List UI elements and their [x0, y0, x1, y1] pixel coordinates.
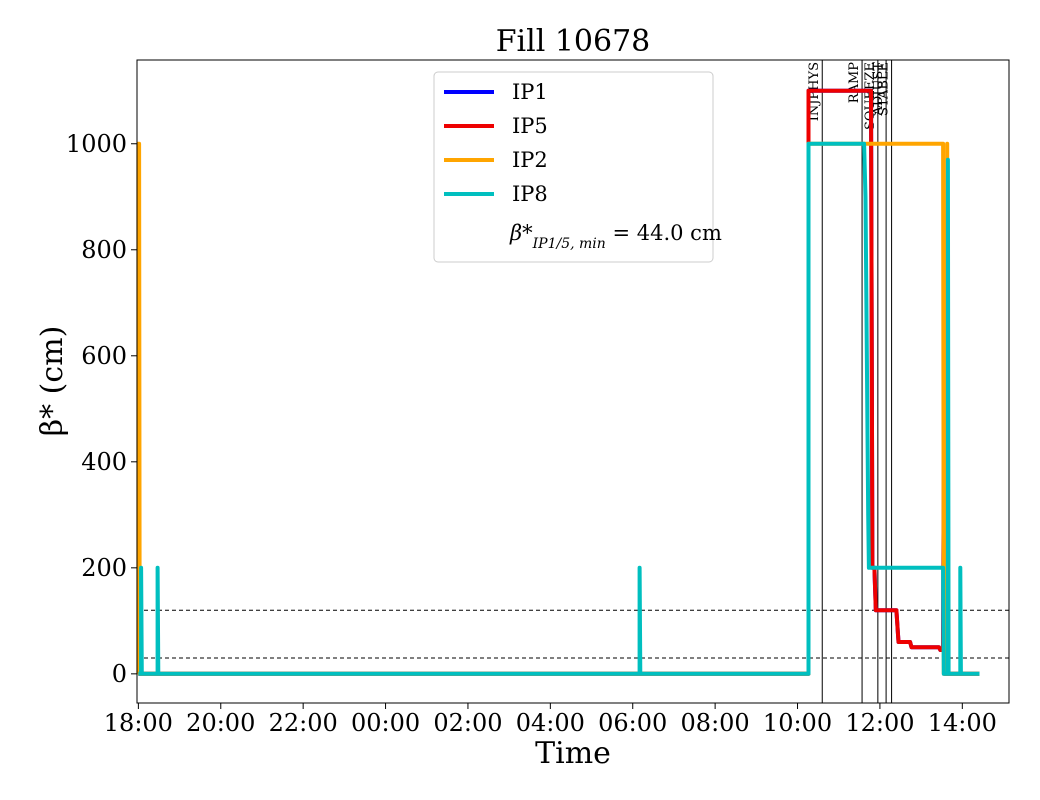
y-tick-label: 200: [81, 554, 127, 582]
x-axis: 18:00 20:00 22:00 00:00 02:00 04:00 06:00 08:00…: [104, 703, 997, 737]
x-tick-label: 12:00: [845, 709, 914, 737]
x-tick-label: 06:00: [598, 709, 667, 737]
series-layer: [136, 88, 980, 676]
x-tick-label: 02:00: [433, 709, 502, 737]
x-tick-label: 18:00: [104, 709, 173, 737]
x-tick-label: 14:00: [928, 709, 997, 737]
legend-label-ip1: IP1: [512, 80, 548, 104]
y-tick-label: 0: [112, 660, 127, 688]
chart-title: Fill 10678: [496, 24, 651, 59]
y-axis-label: β* (cm): [35, 326, 70, 437]
y-tick-label: 400: [81, 448, 127, 476]
legend-note-subscript: IP1/5, min: [532, 236, 606, 252]
y-tick-label: 600: [81, 342, 127, 370]
y-axis: 0 200 400 600 800 1000: [66, 130, 137, 688]
phase-label-stable: STABLE: [877, 62, 892, 116]
phase-label-adjust: ADJUST: [871, 62, 886, 117]
legend-label-ip5: IP5: [512, 114, 548, 138]
x-tick-label: 04:00: [516, 709, 585, 737]
x-tick-label: 10:00: [763, 709, 832, 737]
x-tick-label: 00:00: [351, 709, 420, 737]
legend-label-ip8: IP8: [512, 182, 548, 206]
y-tick-label: 800: [81, 236, 127, 264]
legend-items: IP1 IP5 IP2 IP8: [444, 80, 548, 206]
x-axis-label: Time: [535, 736, 611, 771]
plot-frame: [136, 59, 1010, 704]
legend: IP1 IP5 IP2 IP8 β*IP1/5, min = 44.0 cm: [433, 71, 722, 263]
series-line-ip8: [138, 141, 980, 676]
legend-note-value: = 44.0 cm: [606, 221, 722, 245]
legend-box: [433, 71, 714, 263]
y-tick-label: 1000: [66, 130, 127, 158]
legend-label-ip2: IP2: [512, 148, 548, 172]
x-tick-label: 20:00: [186, 709, 255, 737]
reference-lines: [137, 609, 1009, 659]
legend-note: β*IP1/5, min = 44.0 cm: [509, 221, 722, 252]
legend-note-beta: β*: [509, 221, 533, 245]
x-tick-label: 22:00: [269, 709, 338, 737]
phase-label-ramp: RAMP: [847, 62, 862, 103]
x-tick-label: 08:00: [681, 709, 750, 737]
